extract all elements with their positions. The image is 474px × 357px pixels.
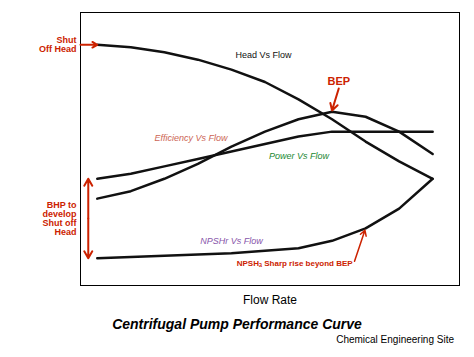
svg-text:ShutOff Head: ShutOff Head <box>39 35 77 54</box>
svg-text:Flow Rate: Flow Rate <box>243 293 297 307</box>
svg-text:Power Vs Flow: Power Vs Flow <box>269 151 330 161</box>
svg-text:BHP todevelopShut offHead: BHP todevelopShut offHead <box>42 200 77 237</box>
html-text:Chemical Engineering Site: Chemical Engineering Site <box>336 334 454 345</box>
html-text:Centrifugal Pump Performance C: Centrifugal Pump Performance Curve <box>112 316 362 332</box>
svg-text:NPSHₐ Sharp rise beyond BEP: NPSHₐ Sharp rise beyond BEP <box>237 259 354 268</box>
svg-text:Head Vs Flow: Head Vs Flow <box>235 50 292 60</box>
svg-text:NPSHr Vs Flow: NPSHr Vs Flow <box>200 236 263 246</box>
svg-text:Efficiency Vs Flow: Efficiency Vs Flow <box>154 133 228 143</box>
svg-text:BEP: BEP <box>327 75 350 87</box>
